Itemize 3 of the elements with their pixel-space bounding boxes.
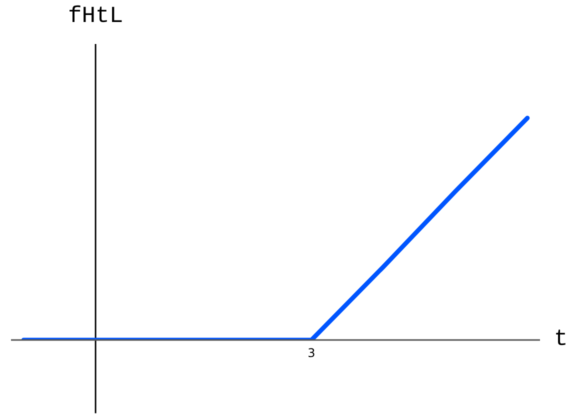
- annotation: 3: [306, 346, 316, 361]
- x-axis-title: t: [554, 325, 568, 353]
- y-axis-title: fHtL: [66, 2, 124, 30]
